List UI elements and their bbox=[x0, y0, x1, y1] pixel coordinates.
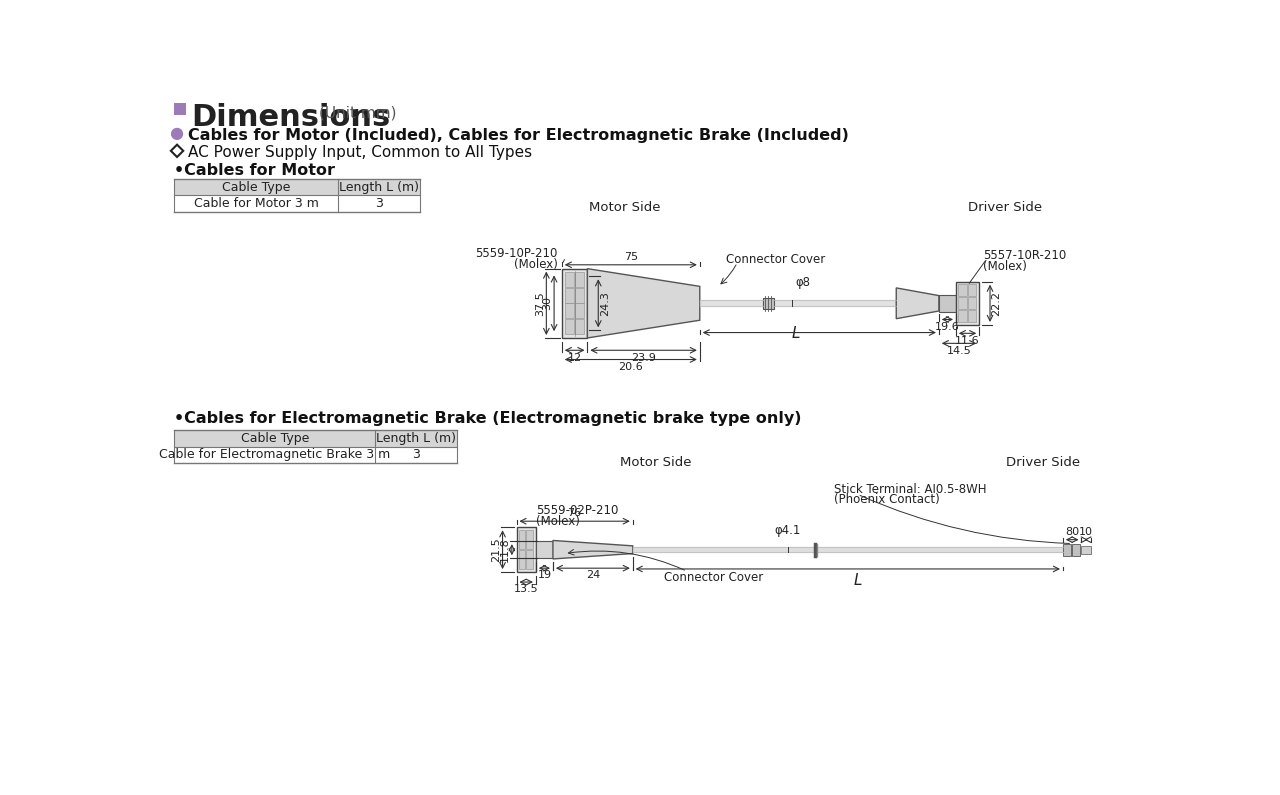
Bar bbox=[564, 319, 573, 334]
Text: 5557-10R-210: 5557-10R-210 bbox=[983, 250, 1066, 262]
Text: (Molex): (Molex) bbox=[983, 260, 1027, 273]
Bar bbox=[526, 549, 532, 569]
Text: 13.5: 13.5 bbox=[513, 584, 539, 595]
Text: 11.6: 11.6 bbox=[955, 335, 980, 346]
Text: Cable for Motor 3 m: Cable for Motor 3 m bbox=[193, 197, 319, 211]
Bar bbox=[174, 429, 457, 447]
Text: Driver Side: Driver Side bbox=[968, 201, 1042, 214]
Text: φ4.1: φ4.1 bbox=[774, 525, 801, 537]
Text: (Phoenix Contact): (Phoenix Contact) bbox=[835, 494, 940, 506]
Bar bbox=[575, 304, 584, 318]
Text: 3: 3 bbox=[412, 448, 420, 461]
Text: 75: 75 bbox=[623, 253, 637, 262]
Text: 22.2: 22.2 bbox=[992, 291, 1001, 316]
Text: Cables for Motor (Included), Cables for Electromagnetic Brake (Included): Cables for Motor (Included), Cables for … bbox=[188, 128, 849, 143]
Text: 80: 80 bbox=[1065, 527, 1079, 537]
Text: •Cables for Electromagnetic Brake (Electromagnetic brake type only): •Cables for Electromagnetic Brake (Elect… bbox=[174, 411, 801, 426]
Bar bbox=[526, 529, 532, 549]
Text: 14.5: 14.5 bbox=[947, 346, 972, 355]
Text: Cable Type: Cable Type bbox=[241, 432, 308, 444]
Text: 76: 76 bbox=[567, 508, 581, 518]
Text: Stick Terminal: AI0.5-8WH: Stick Terminal: AI0.5-8WH bbox=[835, 483, 987, 496]
Text: L: L bbox=[854, 573, 861, 588]
Bar bbox=[564, 272, 573, 287]
Text: Connector Cover: Connector Cover bbox=[664, 572, 763, 584]
Text: 5559-02P-210: 5559-02P-210 bbox=[536, 504, 618, 518]
Bar bbox=[763, 298, 774, 308]
Bar bbox=[1082, 546, 1091, 553]
Text: 5559-10P-210: 5559-10P-210 bbox=[476, 247, 558, 260]
Text: 37.5: 37.5 bbox=[535, 291, 545, 316]
Text: 24: 24 bbox=[586, 571, 600, 580]
Circle shape bbox=[172, 129, 183, 139]
Bar bbox=[1062, 544, 1070, 556]
Bar bbox=[536, 541, 553, 558]
Bar bbox=[564, 288, 573, 303]
Text: 19: 19 bbox=[538, 571, 552, 580]
Text: 21.5: 21.5 bbox=[492, 537, 500, 562]
Text: Connector Cover: Connector Cover bbox=[726, 254, 826, 266]
Text: Dimensions: Dimensions bbox=[191, 103, 390, 132]
Polygon shape bbox=[588, 269, 700, 338]
Bar bbox=[575, 319, 584, 334]
Text: (Molex): (Molex) bbox=[515, 258, 558, 271]
Bar bbox=[564, 304, 573, 318]
Text: (Unit mm): (Unit mm) bbox=[319, 106, 397, 120]
Text: 20.6: 20.6 bbox=[618, 362, 643, 372]
Text: φ8: φ8 bbox=[795, 277, 810, 289]
Text: Length L (m): Length L (m) bbox=[376, 432, 456, 444]
Text: Cable Type: Cable Type bbox=[221, 180, 291, 193]
Bar bbox=[575, 272, 584, 287]
Bar bbox=[959, 284, 966, 296]
Text: Length L (m): Length L (m) bbox=[339, 180, 419, 193]
Text: 11.8: 11.8 bbox=[500, 537, 511, 562]
Bar bbox=[174, 103, 187, 115]
Polygon shape bbox=[553, 541, 632, 559]
Text: (Molex): (Molex) bbox=[536, 515, 580, 528]
Text: •Cables for Motor: •Cables for Motor bbox=[174, 163, 335, 178]
Bar bbox=[956, 281, 979, 325]
Text: 10: 10 bbox=[1079, 527, 1093, 537]
Text: 23.9: 23.9 bbox=[631, 352, 657, 363]
Text: 24.3: 24.3 bbox=[600, 291, 609, 316]
Bar bbox=[1073, 544, 1080, 556]
Text: 3: 3 bbox=[375, 197, 383, 211]
Bar bbox=[938, 295, 956, 312]
Bar bbox=[518, 529, 525, 549]
Bar bbox=[959, 310, 966, 322]
Text: Motor Side: Motor Side bbox=[621, 456, 691, 469]
Bar bbox=[959, 297, 966, 309]
Text: Motor Side: Motor Side bbox=[589, 201, 660, 214]
Text: AC Power Supply Input, Common to All Types: AC Power Supply Input, Common to All Typ… bbox=[188, 145, 532, 161]
Polygon shape bbox=[896, 288, 938, 319]
Text: 30: 30 bbox=[543, 297, 553, 310]
Text: Cable for Electromagnetic Brake 3 m: Cable for Electromagnetic Brake 3 m bbox=[159, 448, 390, 461]
Bar bbox=[517, 527, 536, 572]
Bar bbox=[562, 269, 588, 338]
Bar bbox=[174, 179, 420, 196]
Bar bbox=[968, 297, 977, 309]
Text: L: L bbox=[791, 327, 800, 341]
Bar bbox=[968, 284, 977, 296]
Text: 12: 12 bbox=[567, 352, 581, 363]
Bar bbox=[575, 288, 584, 303]
Text: 19.6: 19.6 bbox=[934, 322, 960, 332]
Text: Driver Side: Driver Side bbox=[1006, 456, 1080, 469]
Bar bbox=[518, 549, 525, 569]
Bar bbox=[968, 310, 977, 322]
